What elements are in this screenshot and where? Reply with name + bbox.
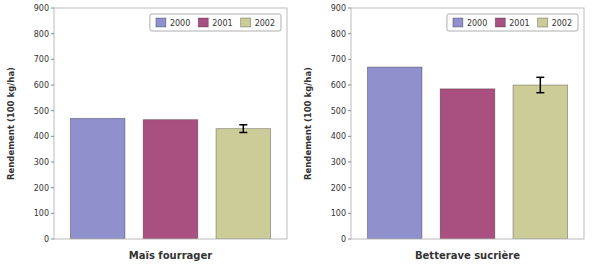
tick-label: 200 xyxy=(34,184,49,193)
error-cap xyxy=(536,92,544,94)
legend-swatch xyxy=(241,18,251,27)
bar xyxy=(143,120,198,239)
error-cap xyxy=(239,132,247,134)
error-stem xyxy=(243,125,245,133)
legend-swatch xyxy=(156,18,166,27)
bar xyxy=(216,129,271,239)
bar xyxy=(440,89,495,239)
tick-label: 800 xyxy=(331,30,346,39)
tick xyxy=(348,33,351,34)
tick xyxy=(348,85,351,86)
x-axis-label: Betterave sucrière xyxy=(415,250,520,261)
plot-frame xyxy=(351,8,584,239)
tick xyxy=(51,110,54,111)
tick-label: 600 xyxy=(34,81,49,90)
tick xyxy=(348,162,351,163)
bar xyxy=(513,85,568,239)
tick-label: 300 xyxy=(34,158,49,167)
legend-label: 2000 xyxy=(467,19,487,28)
tick xyxy=(51,239,54,240)
legend-label: 2002 xyxy=(552,19,572,28)
tick xyxy=(51,33,54,34)
figure: 0 100 200 300 400 500 600 700 800 900 Rendement (1… xyxy=(0,0,594,271)
panel: 0 100 200 300 400 500 600 700 800 900 Rendement (1… xyxy=(6,4,287,261)
tick-label: 900 xyxy=(331,4,346,13)
legend-label: 2000 xyxy=(170,19,190,28)
marks xyxy=(70,118,270,239)
chart-root: 0 100 200 300 400 500 600 700 800 900 Rendement (1… xyxy=(0,0,594,271)
tick-label: 0 xyxy=(341,235,346,244)
legend-swatch xyxy=(538,18,548,27)
error-cap xyxy=(536,77,544,79)
y-axis-label: Rendement (100 kg/ha) xyxy=(303,67,313,180)
bar xyxy=(367,67,422,239)
tick-label: 100 xyxy=(331,209,346,218)
tick xyxy=(51,187,54,188)
bar xyxy=(70,118,125,239)
tick xyxy=(348,136,351,137)
error-bar xyxy=(536,77,544,92)
x-axis-label: Maïs fourrager xyxy=(129,250,212,261)
legend-label: 2001 xyxy=(509,19,529,28)
legend-label: 2002 xyxy=(255,19,275,28)
tick-label: 200 xyxy=(331,184,346,193)
error-stem xyxy=(540,77,542,92)
error-bar xyxy=(239,125,247,133)
tick xyxy=(51,213,54,214)
legend-label: 2001 xyxy=(212,19,232,28)
legend-box xyxy=(150,14,281,31)
tick-label: 600 xyxy=(331,81,346,90)
tick xyxy=(348,239,351,240)
tick xyxy=(51,8,54,9)
tick xyxy=(51,85,54,86)
error-cap xyxy=(239,124,247,126)
tick-label: 700 xyxy=(331,55,346,64)
tick-label: 500 xyxy=(331,107,346,116)
tick xyxy=(348,59,351,60)
tick-label: 400 xyxy=(34,132,49,141)
plot-frame xyxy=(54,8,287,239)
panel: 0 100 200 300 400 500 600 700 800 900 Rendement (1… xyxy=(303,4,584,261)
tick-label: 300 xyxy=(331,158,346,167)
legend-box xyxy=(447,14,578,31)
tick-label: 500 xyxy=(34,107,49,116)
legend: 2000 2001 2002 xyxy=(447,14,578,31)
marks xyxy=(367,67,567,239)
legend-swatch xyxy=(495,18,505,27)
y-axis-label: Rendement (100 kg/ha) xyxy=(6,67,16,180)
tick-label: 800 xyxy=(34,30,49,39)
tick xyxy=(51,162,54,163)
legend-swatch xyxy=(453,18,463,27)
tick-label: 900 xyxy=(34,4,49,13)
tick-label: 100 xyxy=(34,209,49,218)
tick xyxy=(51,136,54,137)
tick xyxy=(348,213,351,214)
tick-label: 700 xyxy=(34,55,49,64)
tick xyxy=(348,110,351,111)
tick xyxy=(348,187,351,188)
tick-label: 0 xyxy=(44,235,49,244)
tick-label: 400 xyxy=(331,132,346,141)
legend: 2000 2001 2002 xyxy=(150,14,281,31)
legend-swatch xyxy=(198,18,208,27)
tick xyxy=(51,59,54,60)
tick xyxy=(348,8,351,9)
